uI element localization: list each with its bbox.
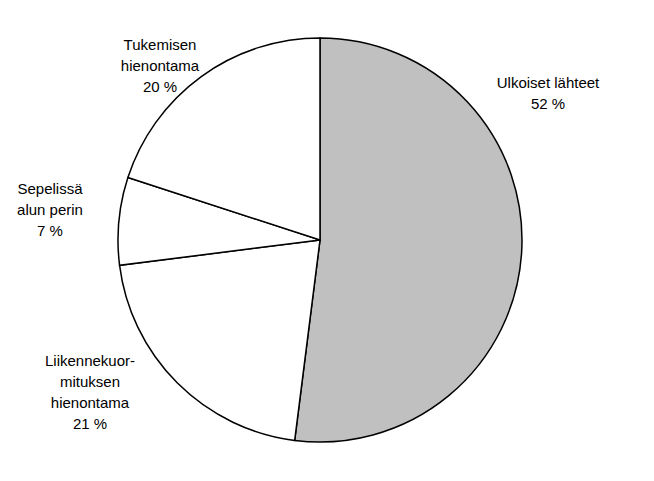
svg-text:Liikennekuor-mituksenhienontam: Liikennekuor-mituksenhienontama21 % (45, 352, 135, 432)
svg-text:Sepelissäalun perin7 %: Sepelissäalun perin7 % (17, 180, 83, 239)
svg-text:Ulkoiset lähteet52 %: Ulkoiset lähteet52 % (497, 74, 600, 112)
svg-text:Tukemisenhienontama20 %: Tukemisenhienontama20 % (121, 36, 200, 95)
